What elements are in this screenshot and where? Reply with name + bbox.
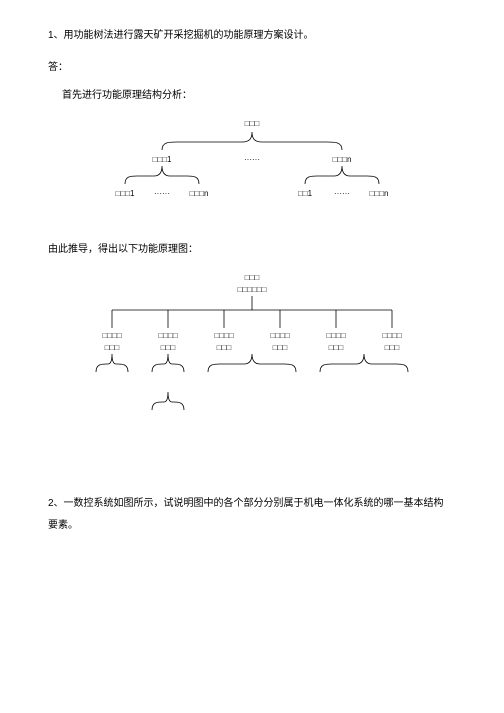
tree-diagram-2: □□□ □□□□□□ □□□□ □□□□ □□□□ □□□□ □□□□ □□□□…	[48, 270, 456, 440]
tree2-root-bottom: □□□□□□	[238, 285, 267, 294]
tree1-l2-dots2: ······	[334, 189, 350, 198]
question-2-line2: 要素。	[48, 518, 456, 534]
tree2-node-4: □□□□	[326, 331, 345, 340]
step-1-text: 首先进行功能原理结构分析：	[48, 88, 456, 104]
tree1-l1-first: □□□1	[153, 155, 172, 164]
tree1-l2-2: □□□n	[190, 189, 209, 198]
tree1-l2-3: □□1	[298, 189, 313, 198]
tree2-node-0: □□□□	[102, 331, 121, 340]
question-1: 1、用功能树法进行露天矿开采挖掘机的功能原理方案设计。	[48, 28, 456, 44]
tree2-root-top: □□□	[245, 273, 260, 282]
tree-diagram-1: □□□ □□□1 ······ □□□n □□□1 ······ □□□n □□…	[48, 116, 456, 226]
tree2-node-2: □□□□	[214, 331, 233, 340]
tree1-root: □□□	[245, 119, 260, 128]
tree2-sub-5: □□□	[385, 343, 400, 352]
tree1-l2-1: □□□1	[116, 189, 135, 198]
tree2-sub-2: □□□	[217, 343, 232, 352]
tree1-l1-last: □□□n	[333, 155, 352, 164]
tree2-node-1: □□□□	[158, 331, 177, 340]
tree2-node-3: □□□□	[270, 331, 289, 340]
tree2-sub-1: □□□	[161, 343, 176, 352]
tree2-sub-4: □□□	[329, 343, 344, 352]
tree2-sub-0: □□□	[105, 343, 120, 352]
tree1-l2-4: □□□n	[370, 189, 389, 198]
tree2-sub-3: □□□	[273, 343, 288, 352]
tree1-l1-dots: ······	[244, 155, 260, 164]
tree1-l2-dots: ······	[154, 189, 170, 198]
tree2-node-5: □□□□	[382, 331, 401, 340]
step-2-text: 由此推导，得出以下功能原理图：	[48, 242, 456, 258]
question-2-line1: 2、一数控系统如图所示，试说明图中的各个部分分别属于机电一体化系统的哪一基本结构	[48, 496, 456, 512]
answer-label: 答：	[48, 60, 456, 76]
